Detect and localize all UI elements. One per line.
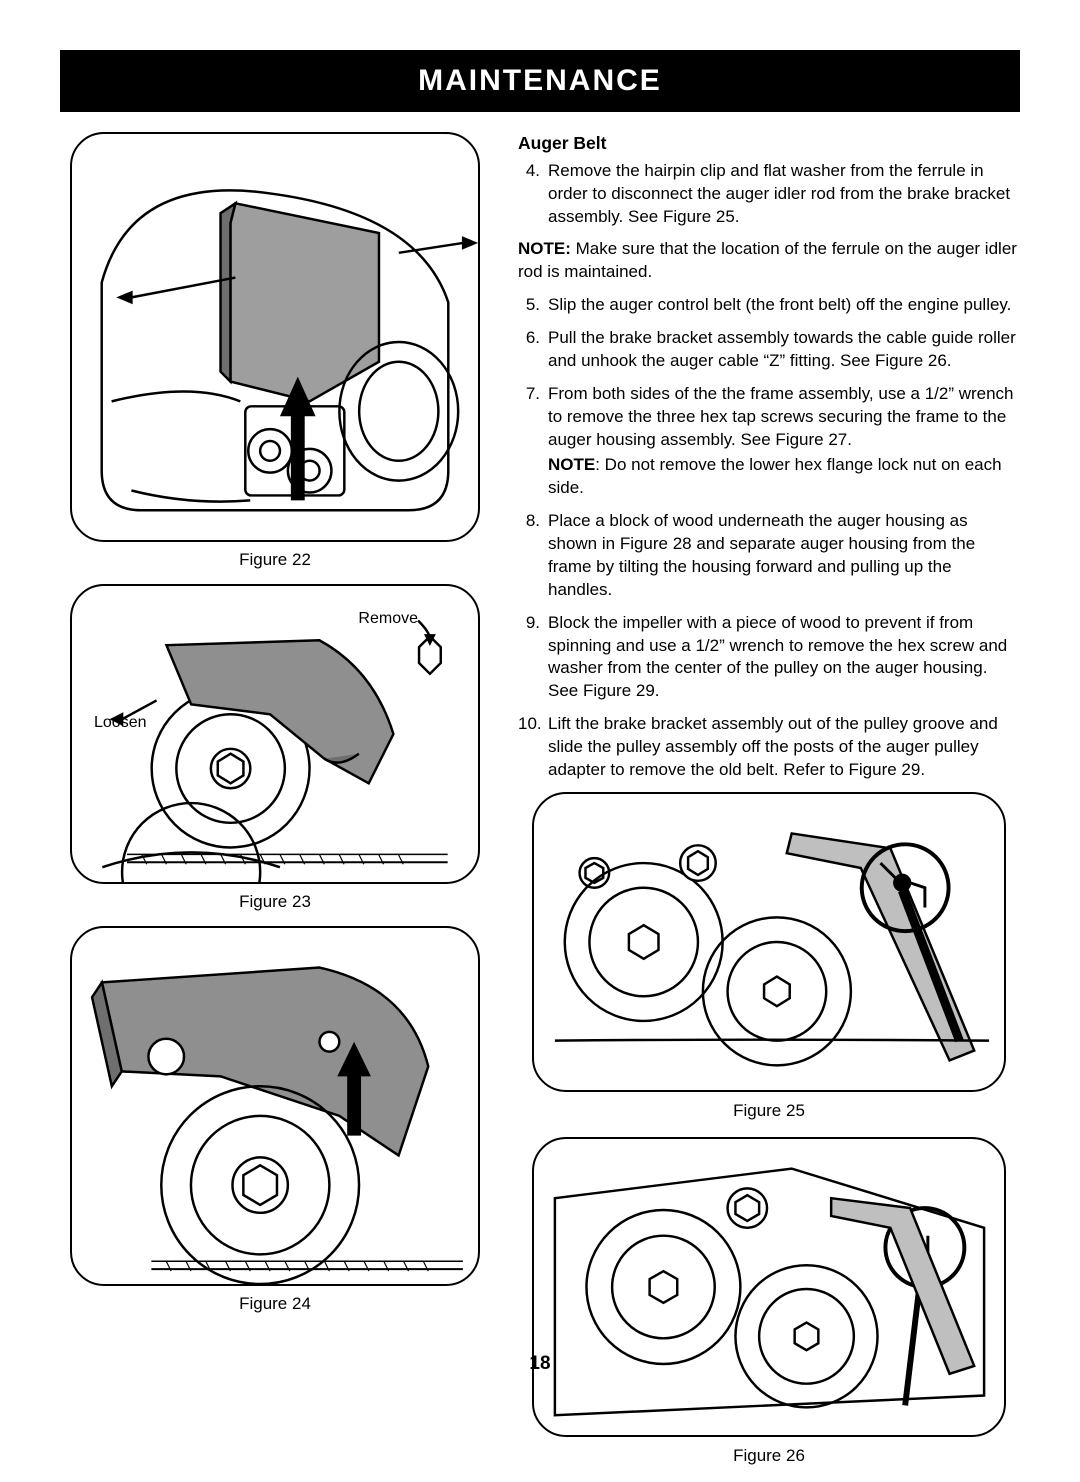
step-7-text: From both sides of the the frame assembl… bbox=[548, 383, 1020, 500]
figure-23-caption: Figure 23 bbox=[60, 892, 490, 912]
note-label: NOTE: bbox=[518, 239, 571, 258]
figure-25-illustration bbox=[534, 794, 1004, 1090]
note-ferrule: NOTE: Make sure that the location of the… bbox=[518, 238, 1020, 284]
step-10-text: Lift the brake bracket assembly out of t… bbox=[548, 713, 1020, 782]
step-5: 5. Slip the auger control belt (the fron… bbox=[518, 294, 1020, 317]
step-9: 9. Block the impeller with a piece of wo… bbox=[518, 612, 1020, 704]
figure-26-caption: Figure 26 bbox=[518, 1445, 1020, 1468]
figure-24 bbox=[70, 926, 480, 1286]
step-4-text: Remove the hairpin clip and flat washer … bbox=[548, 160, 1020, 229]
figure-23: Remove Loosen bbox=[70, 584, 480, 884]
note-text: Make sure that the location of the ferru… bbox=[518, 239, 1017, 281]
step-8: 8. Place a block of wood underneath the … bbox=[518, 510, 1020, 602]
step-7-body: From both sides of the the frame assembl… bbox=[548, 384, 1014, 449]
figure-24-illustration bbox=[72, 928, 478, 1284]
figure-25-caption: Figure 25 bbox=[518, 1100, 1020, 1123]
figure-23-loosen-label: Loosen bbox=[94, 714, 147, 732]
step-7-note-label: NOTE bbox=[548, 455, 595, 474]
figure-23-remove-label: Remove bbox=[358, 610, 418, 628]
step-5-num: 5. bbox=[518, 294, 548, 317]
figure-22 bbox=[70, 132, 480, 542]
step-7: 7. From both sides of the the frame asse… bbox=[518, 383, 1020, 500]
auger-belt-heading: Auger Belt bbox=[518, 132, 1020, 156]
figure-22-illustration bbox=[72, 134, 478, 540]
step-6-num: 6. bbox=[518, 327, 548, 373]
step-4: 4. Remove the hairpin clip and flat wash… bbox=[518, 160, 1020, 229]
step-6-text: Pull the brake bracket assembly towards … bbox=[548, 327, 1020, 373]
step-8-text: Place a block of wood underneath the aug… bbox=[548, 510, 1020, 602]
figure-23-illustration bbox=[72, 586, 478, 882]
step-9-text: Block the impeller with a piece of wood … bbox=[548, 612, 1020, 704]
section-header: MAINTENANCE bbox=[60, 50, 1020, 112]
step-7-num: 7. bbox=[518, 383, 548, 500]
step-10-num: 10. bbox=[518, 713, 548, 782]
left-column: Figure 22 bbox=[60, 132, 490, 1482]
step-8-num: 8. bbox=[518, 510, 548, 602]
right-column: Auger Belt 4. Remove the hairpin clip an… bbox=[518, 132, 1020, 1482]
step-4-num: 4. bbox=[518, 160, 548, 229]
figure-25 bbox=[532, 792, 1006, 1092]
step-6: 6. Pull the brake bracket assembly towar… bbox=[518, 327, 1020, 373]
figure-24-caption: Figure 24 bbox=[60, 1294, 490, 1314]
figure-26-illustration bbox=[534, 1139, 1004, 1435]
figure-26 bbox=[532, 1137, 1006, 1437]
step-10: 10. Lift the brake bracket assembly out … bbox=[518, 713, 1020, 782]
page-number: 18 bbox=[0, 1353, 1080, 1375]
step-9-num: 9. bbox=[518, 612, 548, 704]
step-5-text: Slip the auger control belt (the front b… bbox=[548, 294, 1020, 317]
step-7-note-text: : Do not remove the lower hex flange loc… bbox=[548, 455, 1002, 497]
figure-22-caption: Figure 22 bbox=[60, 550, 490, 570]
